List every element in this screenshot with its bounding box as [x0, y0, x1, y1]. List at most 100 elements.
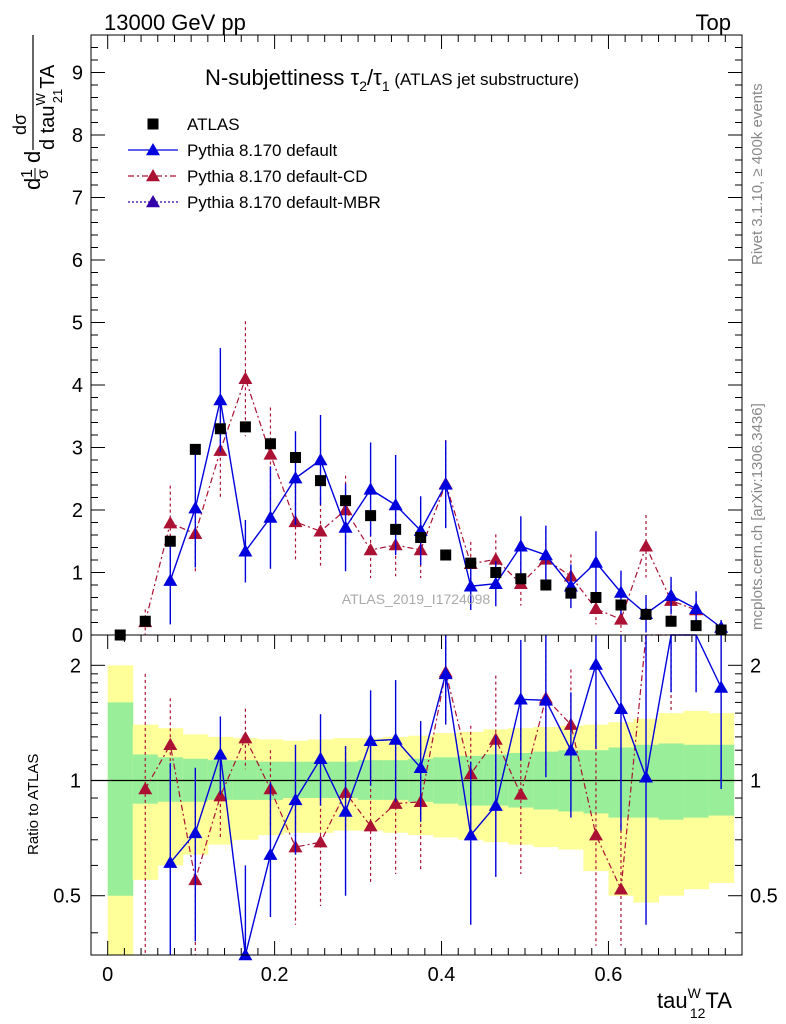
svg-text:1: 1	[19, 169, 36, 178]
ratio-y-tick-label: 2	[70, 655, 81, 677]
point-default	[388, 498, 403, 511]
point-atlas	[590, 592, 602, 603]
legend-label: Pythia 8.170 default-CD	[187, 167, 368, 186]
title-sub1: 1	[382, 78, 390, 94]
point-default-cd	[613, 612, 628, 625]
point-default	[263, 510, 278, 523]
legend-label: Pythia 8.170 default	[187, 141, 338, 160]
ratio-point-default	[238, 948, 253, 961]
point-default	[313, 453, 328, 466]
point-atlas	[490, 567, 502, 578]
legend-marker-2	[146, 169, 160, 182]
point-atlas	[239, 421, 251, 433]
point-default	[338, 520, 353, 533]
y-tick-label: 1	[72, 563, 83, 585]
point-atlas	[640, 608, 652, 620]
point-default-cd	[163, 516, 178, 529]
ratio-point-default	[613, 701, 628, 714]
y-tick-label: 7	[72, 188, 83, 210]
point-default	[238, 544, 253, 557]
legend-label: ATLAS	[187, 115, 240, 134]
point-default-cd	[488, 552, 503, 565]
top-panel-data	[114, 321, 729, 641]
y-tick-label: 8	[72, 125, 83, 147]
legend-marker-3	[146, 195, 160, 208]
point-default-cd	[588, 601, 603, 614]
x-tick-label: 0	[102, 964, 113, 986]
point-atlas	[365, 510, 377, 522]
header-left: 13000 GeV pp	[104, 10, 246, 35]
y-tick-label: 6	[72, 250, 83, 272]
point-atlas	[139, 615, 151, 627]
legend-marker-1	[146, 143, 160, 156]
ratio-point-default	[338, 804, 353, 817]
point-default-cd	[639, 539, 654, 552]
point-default	[488, 576, 503, 589]
point-default	[163, 573, 178, 586]
ratio-point-default	[463, 828, 478, 841]
point-atlas	[565, 587, 577, 599]
ratio-point-default	[488, 798, 503, 811]
point-atlas	[715, 624, 727, 636]
ratio-point-default-cd	[388, 796, 403, 809]
y-tick-label: 9	[72, 63, 83, 85]
point-default	[463, 579, 478, 592]
ratio-point-default	[413, 760, 428, 773]
ratio-point-default	[263, 847, 278, 860]
ratio-point-default	[639, 770, 654, 783]
svg-text:σ: σ	[35, 169, 52, 179]
point-default-cd	[313, 524, 328, 537]
point-default	[363, 482, 378, 495]
ratio-point-default	[163, 855, 178, 868]
top-y-label: d 1 σ d dσ d tauW 21TA	[10, 35, 65, 190]
ratio-point-default-cd	[313, 835, 328, 848]
point-default	[613, 585, 628, 598]
ratio-point-default	[513, 692, 528, 705]
point-default-cd	[363, 543, 378, 556]
chart-title: N-subjettiness τ2/τ1 (ATLAS jet substruc…	[205, 65, 579, 94]
ratio-point-default-cd	[138, 782, 153, 795]
ratio-point-default	[438, 666, 453, 680]
svg-text:dσ: dσ	[10, 114, 30, 135]
ratio-data	[138, 634, 729, 961]
ratio-point-default	[213, 747, 228, 760]
bottom-panel-frame	[90, 634, 743, 956]
point-atlas	[690, 620, 702, 632]
point-default-cd	[238, 371, 253, 384]
ratio-point-default-cd	[213, 789, 228, 802]
ratio-point-default	[288, 792, 303, 806]
point-atlas	[615, 599, 627, 611]
title-slash: /τ	[367, 65, 382, 90]
watermark: ATLAS_2019_I1724098	[342, 591, 491, 607]
ratio-point-default	[538, 693, 553, 706]
x-axis-label: tauW 12TA	[657, 985, 732, 1021]
point-default	[664, 588, 679, 601]
ratio-point-default-cd	[163, 737, 178, 751]
y-tick-label: 3	[72, 438, 83, 460]
ratio-y-tick-label-right: 1	[750, 771, 761, 793]
ratio-point-default	[313, 751, 328, 764]
point-atlas	[440, 549, 452, 561]
y-tick-label: 2	[72, 500, 83, 522]
point-default	[213, 393, 228, 406]
point-atlas	[540, 579, 552, 591]
point-atlas	[264, 438, 276, 450]
y-tick-label: 4	[72, 375, 83, 397]
ratio-point-default	[188, 825, 203, 839]
svg-text:d: d	[20, 178, 45, 190]
title-tail: (ATLAS jet substructure)	[390, 70, 580, 89]
ratio-point-default	[714, 680, 729, 693]
point-atlas	[164, 535, 176, 547]
x-tick-label: 0.2	[261, 964, 289, 986]
series-line-default-cd	[144, 376, 697, 623]
ratio-point-default	[363, 733, 378, 747]
green-band-bin	[658, 743, 685, 820]
point-default	[513, 539, 528, 552]
x-tick-label: 0.4	[428, 964, 456, 986]
point-default	[438, 477, 453, 490]
ratio-y-tick-label-right: 2	[750, 655, 761, 677]
x-tick-label: 0.6	[595, 964, 623, 986]
y-tick-label: 5	[72, 313, 83, 335]
point-atlas	[315, 475, 327, 487]
